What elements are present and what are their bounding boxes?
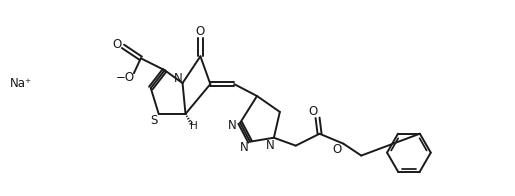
Text: N: N xyxy=(174,72,183,85)
Text: N: N xyxy=(266,139,274,152)
Text: O: O xyxy=(112,38,122,51)
Text: O: O xyxy=(333,143,342,156)
Text: O: O xyxy=(308,105,317,118)
Text: −O: −O xyxy=(115,71,134,84)
Text: Na⁺: Na⁺ xyxy=(10,77,32,90)
Text: S: S xyxy=(150,114,158,127)
Text: H: H xyxy=(190,121,197,131)
Text: O: O xyxy=(196,25,205,38)
Text: N: N xyxy=(228,119,236,132)
Text: N: N xyxy=(239,141,248,154)
